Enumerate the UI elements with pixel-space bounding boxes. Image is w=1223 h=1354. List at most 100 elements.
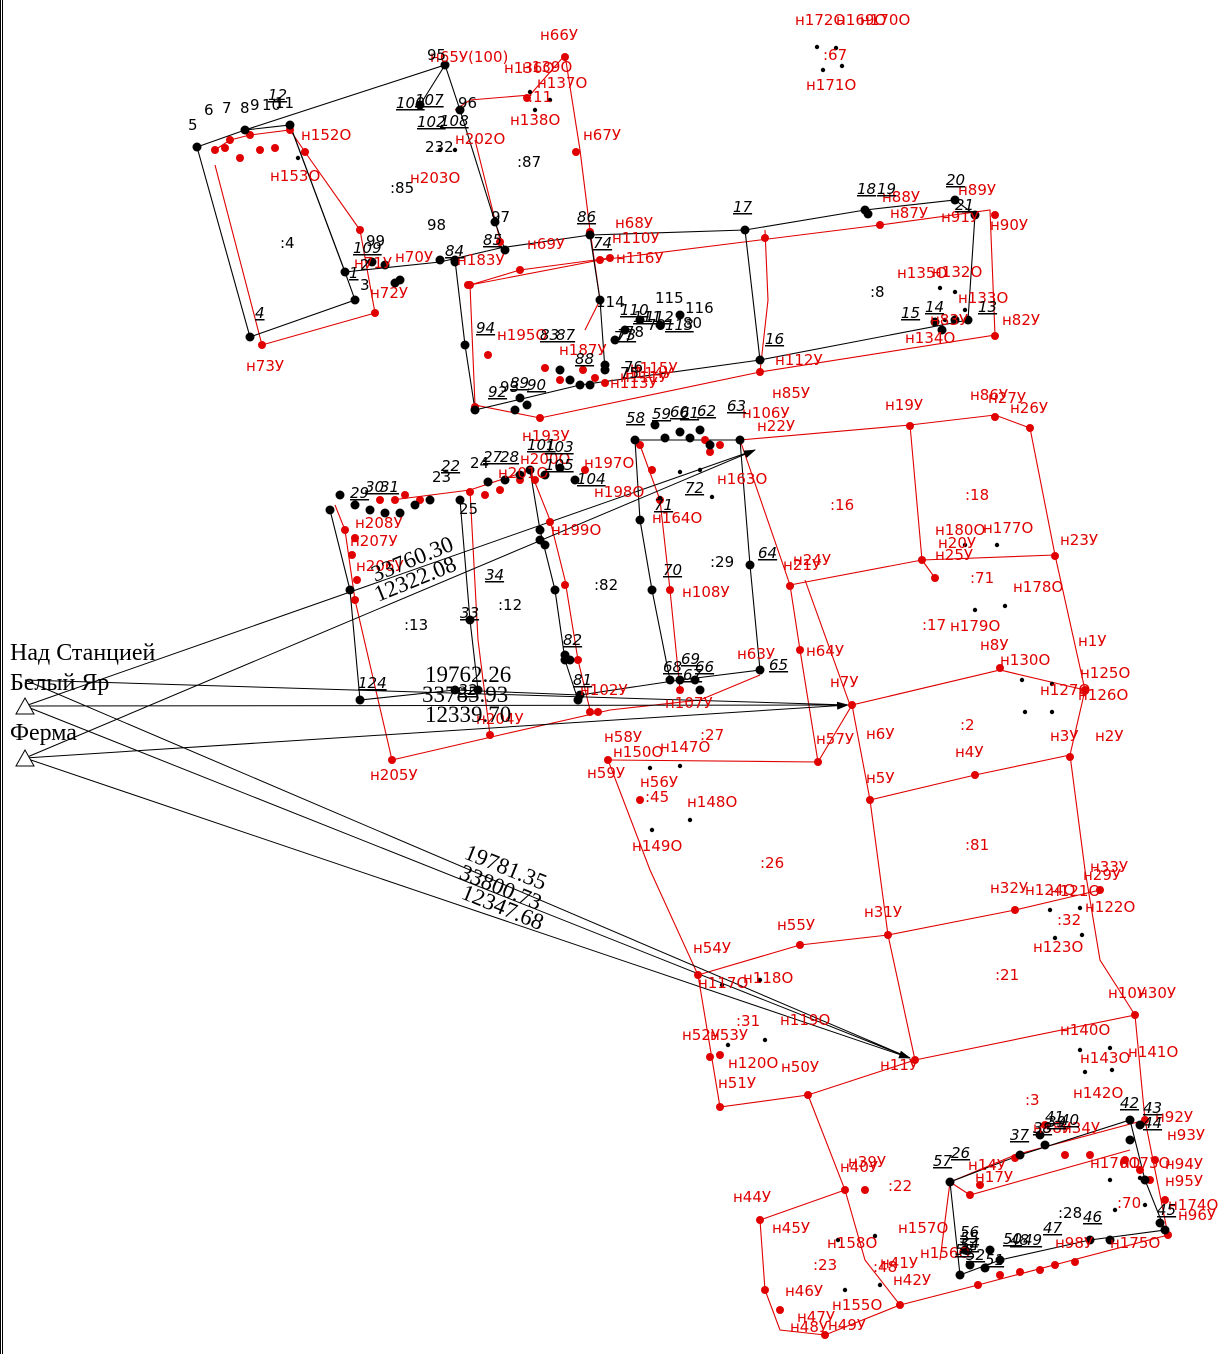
- black-point-label: 115: [655, 289, 684, 307]
- red-point-label: н140О: [1060, 1021, 1110, 1039]
- survey-point: [586, 708, 594, 716]
- survey-point: [966, 1191, 974, 1199]
- survey-point: [861, 1186, 869, 1194]
- survey-point: [341, 526, 349, 534]
- red-point-label: н153О: [270, 167, 320, 185]
- survey-point: [971, 771, 979, 779]
- red-point-label: н29У: [1083, 866, 1121, 884]
- survey-point: [1051, 1261, 1059, 1269]
- survey-point: [1016, 1268, 1024, 1276]
- survey-point: [677, 469, 683, 475]
- survey-point: [1131, 1011, 1139, 1019]
- survey-point: [725, 1042, 731, 1048]
- red-point-label: н47У: [797, 1308, 835, 1326]
- black-point-label: 55: [960, 1229, 979, 1247]
- black-point-label: 49: [1023, 1231, 1042, 1249]
- survey-point: [470, 405, 480, 415]
- survey-point: [353, 576, 361, 584]
- survey-point: [991, 211, 999, 219]
- survey-point: [1096, 886, 1104, 894]
- black-point-label: 48: [1010, 1231, 1029, 1249]
- survey-point: [581, 466, 589, 474]
- red-point-label: н147О: [660, 738, 710, 756]
- survey-point: [490, 217, 500, 227]
- red-point-label: н42У: [893, 1271, 931, 1289]
- black-point-label: 74: [593, 234, 612, 252]
- survey-point: [755, 355, 765, 365]
- red-point-label: н91У: [941, 208, 979, 226]
- survey-point: [356, 226, 364, 234]
- black-point-label: 61: [680, 404, 699, 422]
- survey-point: [963, 315, 973, 325]
- survey-point: [606, 254, 614, 262]
- black-point-label: 57: [933, 1152, 953, 1170]
- diagram-labels: :4:85:87:8:16:18:71:17:29:82:12:13:2:27:…: [188, 11, 1218, 1336]
- red-point-label: н158О: [827, 1234, 877, 1252]
- black-point-label: 25: [459, 500, 478, 518]
- survey-point: [1086, 1151, 1094, 1159]
- survey-point: [1049, 709, 1055, 715]
- survey-point: [695, 425, 705, 435]
- survey-point: [258, 341, 266, 349]
- red-point-label: н26У: [1010, 399, 1048, 417]
- red-point-label: н112У: [775, 351, 823, 369]
- red-point-label: н53У: [710, 1026, 748, 1044]
- red-point-label: н51У: [718, 1074, 756, 1092]
- red-point-label: н93У: [1167, 1126, 1205, 1144]
- survey-point: [1051, 552, 1059, 560]
- black-point-label: 95: [427, 46, 446, 64]
- black-point-label: 8: [240, 99, 250, 117]
- red-point-label: н69У: [527, 235, 565, 253]
- red-point-label: н21У: [783, 556, 821, 574]
- red-point-label: н110У: [612, 229, 660, 247]
- survey-point: [994, 542, 1000, 548]
- survey-point: [835, 1237, 841, 1243]
- survey-point: [976, 1181, 984, 1189]
- red-point-label: н202О: [455, 130, 505, 148]
- red-point-label: н2У: [1095, 727, 1124, 745]
- survey-point: [1015, 1150, 1025, 1160]
- black-point-label: 90: [527, 376, 546, 394]
- survey-point: [804, 1091, 812, 1099]
- black-point-label: 26: [951, 1144, 970, 1162]
- red-point-label: н157О: [898, 1219, 948, 1237]
- survey-point: [192, 142, 202, 152]
- red-point-label: н123О: [1033, 938, 1083, 956]
- survey-point: [980, 1263, 990, 1273]
- survey-point: [1107, 1045, 1113, 1051]
- survey-point: [450, 255, 460, 265]
- red-point-label: н65У(100): [430, 48, 508, 66]
- red-point-label: н17У: [975, 1168, 1013, 1186]
- survey-point: [706, 1053, 714, 1061]
- survey-point: [345, 585, 355, 595]
- survey-point: [630, 435, 640, 445]
- survey-point: [532, 107, 538, 113]
- parcel-label: :48: [873, 1258, 897, 1276]
- black-point-label: 100: [396, 94, 425, 112]
- survey-point: [466, 281, 474, 289]
- black-point-label: 104: [577, 470, 606, 488]
- red-point-label: н49У: [828, 1316, 866, 1334]
- parcel-label: :26: [760, 854, 784, 872]
- red-point-label: н118О: [743, 969, 793, 987]
- black-point-label: 124: [358, 674, 387, 692]
- black-point-label: 28: [500, 448, 519, 466]
- survey-point: [376, 496, 384, 504]
- survey-point: [1161, 1196, 1169, 1204]
- red-point-label: н83У: [930, 311, 968, 329]
- red-point-label: н177О: [983, 519, 1033, 537]
- black-point-label: 37: [1010, 1126, 1030, 1144]
- black-point-label: 11: [275, 94, 294, 112]
- black-point-label: 101: [527, 436, 556, 454]
- red-point-label: н27У: [988, 389, 1026, 407]
- black-point-label: 66: [695, 658, 714, 676]
- red-point-label: н5У: [866, 769, 895, 787]
- survey-point: [706, 448, 714, 456]
- red-point-label: н92У: [1155, 1108, 1193, 1126]
- red-point-label: н64У: [806, 642, 844, 660]
- parcel-label: :29: [710, 553, 734, 571]
- parcel-label: :32: [1057, 911, 1081, 929]
- survey-point: [942, 317, 948, 323]
- red-point-label: н115У: [630, 359, 678, 377]
- survey-point: [677, 763, 683, 769]
